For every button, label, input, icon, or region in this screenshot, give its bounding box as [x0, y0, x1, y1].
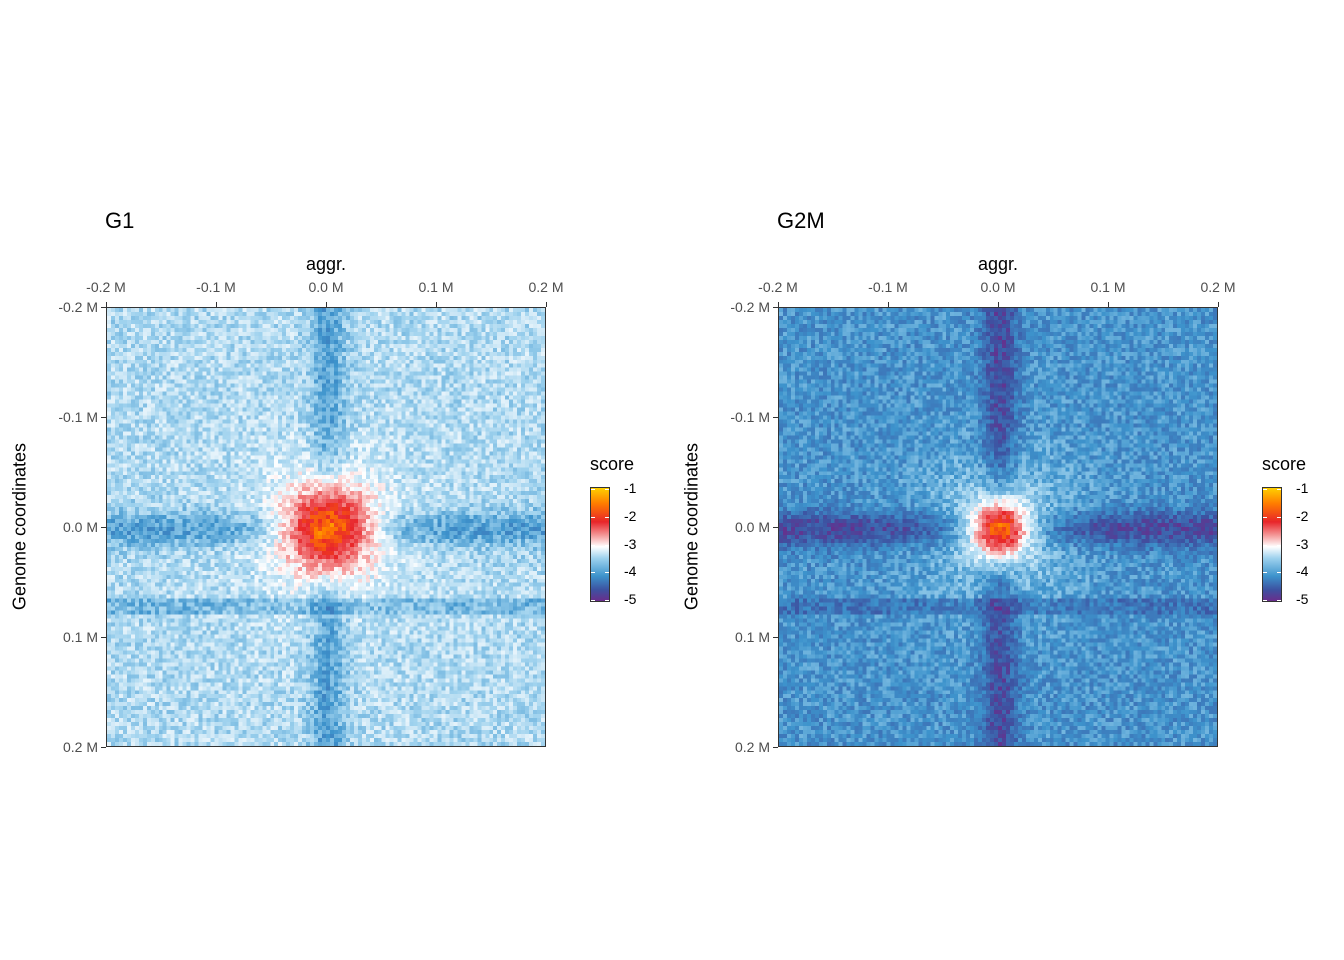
legend-colorbar	[590, 487, 610, 602]
x-tick-mark	[1108, 302, 1109, 307]
legend-tick-mark	[1263, 516, 1267, 518]
legend-tick-mark	[605, 572, 609, 574]
x-tick-mark	[106, 302, 107, 307]
legend-tick-mark	[605, 600, 609, 601]
y-tick-mark	[101, 417, 106, 418]
x-tick-label: -0.1 M	[196, 279, 236, 295]
x-tick-mark	[546, 302, 547, 307]
y-tick-mark	[101, 637, 106, 638]
x-tick-mark	[1218, 302, 1219, 307]
y-tick-mark	[773, 307, 778, 308]
legend-tick-label: -5	[624, 591, 637, 607]
legend-tick-label: -4	[624, 563, 637, 580]
y-tick-mark	[773, 747, 778, 748]
panel-title: G2M	[777, 208, 825, 233]
legend-tick-label: -2	[624, 507, 637, 524]
legend-tick-label: -1	[1296, 480, 1309, 496]
legend-tick-label: -5	[1296, 591, 1309, 607]
heatmap-canvas	[106, 307, 546, 747]
legend-title: score	[590, 454, 635, 474]
x-tick-label: 0.1 M	[1090, 279, 1126, 295]
y-tick-label: 0.0 M	[62, 519, 98, 535]
y-tick-label: -0.1 M	[58, 409, 98, 425]
x-tick-label: 0.2 M	[1200, 279, 1236, 295]
legend-tick-mark	[605, 489, 609, 490]
legend-tick-mark	[1277, 489, 1281, 490]
y-tick-label: 0.2 M	[62, 739, 98, 755]
legend-tick-mark	[1277, 600, 1281, 601]
legend-tick-mark	[1263, 489, 1267, 490]
legend-tick-mark	[591, 489, 595, 490]
legend-tick-mark	[1263, 544, 1267, 546]
y-tick-label: -0.1 M	[730, 409, 770, 425]
y-tick-mark	[101, 527, 106, 528]
legend-tick-label: -3	[624, 535, 637, 552]
legend-tick-mark	[1277, 516, 1281, 518]
legend-tick-mark	[1263, 600, 1267, 601]
x-tick-mark	[436, 302, 437, 307]
heatmap-panel-g1: G1 aggr. Genome coordinates score -0.2 M…	[10, 208, 637, 755]
x-tick-label: 0.1 M	[418, 279, 454, 295]
x-tick-label: -0.2 M	[758, 279, 798, 295]
y-tick-mark	[773, 527, 778, 528]
legend-tick-mark	[1263, 572, 1267, 574]
x-tick-label: 0.0 M	[308, 279, 344, 295]
y-tick-mark	[773, 637, 778, 638]
legend-tick-mark	[605, 544, 609, 546]
legend-tick-mark	[591, 516, 595, 518]
x-tick-mark	[216, 302, 217, 307]
legend-tick-label: -3	[1296, 535, 1309, 552]
x-axis-title: aggr.	[305, 254, 347, 274]
legend-tick-label: -2	[1296, 507, 1309, 524]
x-tick-label: -0.1 M	[868, 279, 908, 295]
y-tick-label: 0.2 M	[734, 739, 770, 755]
panel-title: G1	[105, 208, 135, 233]
y-tick-label: -0.2 M	[58, 299, 98, 315]
y-tick-mark	[101, 747, 106, 748]
y-tick-label: 0.1 M	[734, 629, 770, 645]
heatmap-panel-g2m: G2M aggr. Genome coordinates score -0.2 …	[672, 0, 1344, 960]
legend-tick-mark	[591, 600, 595, 601]
legend-title: score	[1262, 454, 1307, 474]
x-tick-label: 0.2 M	[528, 279, 564, 295]
x-tick-mark	[326, 302, 327, 307]
legend-tick-mark	[591, 544, 595, 546]
legend-tick-label: -4	[1296, 563, 1309, 580]
y-tick-mark	[101, 307, 106, 308]
x-axis-title: aggr.	[977, 254, 1019, 274]
y-tick-label: 0.1 M	[62, 629, 98, 645]
y-tick-label: 0.0 M	[734, 519, 770, 535]
legend-tick-mark	[591, 572, 595, 574]
y-tick-mark	[773, 417, 778, 418]
x-tick-mark	[888, 302, 889, 307]
x-tick-mark	[778, 302, 779, 307]
legend-tick-mark	[1277, 572, 1281, 574]
heatmap-canvas	[778, 307, 1218, 747]
x-tick-label: 0.0 M	[980, 279, 1016, 295]
y-tick-label: -0.2 M	[730, 299, 770, 315]
x-tick-mark	[998, 302, 999, 307]
legend-tick-label: -1	[624, 480, 637, 496]
legend-colorbar	[1262, 487, 1282, 602]
x-tick-label: -0.2 M	[86, 279, 126, 295]
legend-tick-mark	[605, 516, 609, 518]
legend-tick-mark	[1277, 544, 1281, 546]
